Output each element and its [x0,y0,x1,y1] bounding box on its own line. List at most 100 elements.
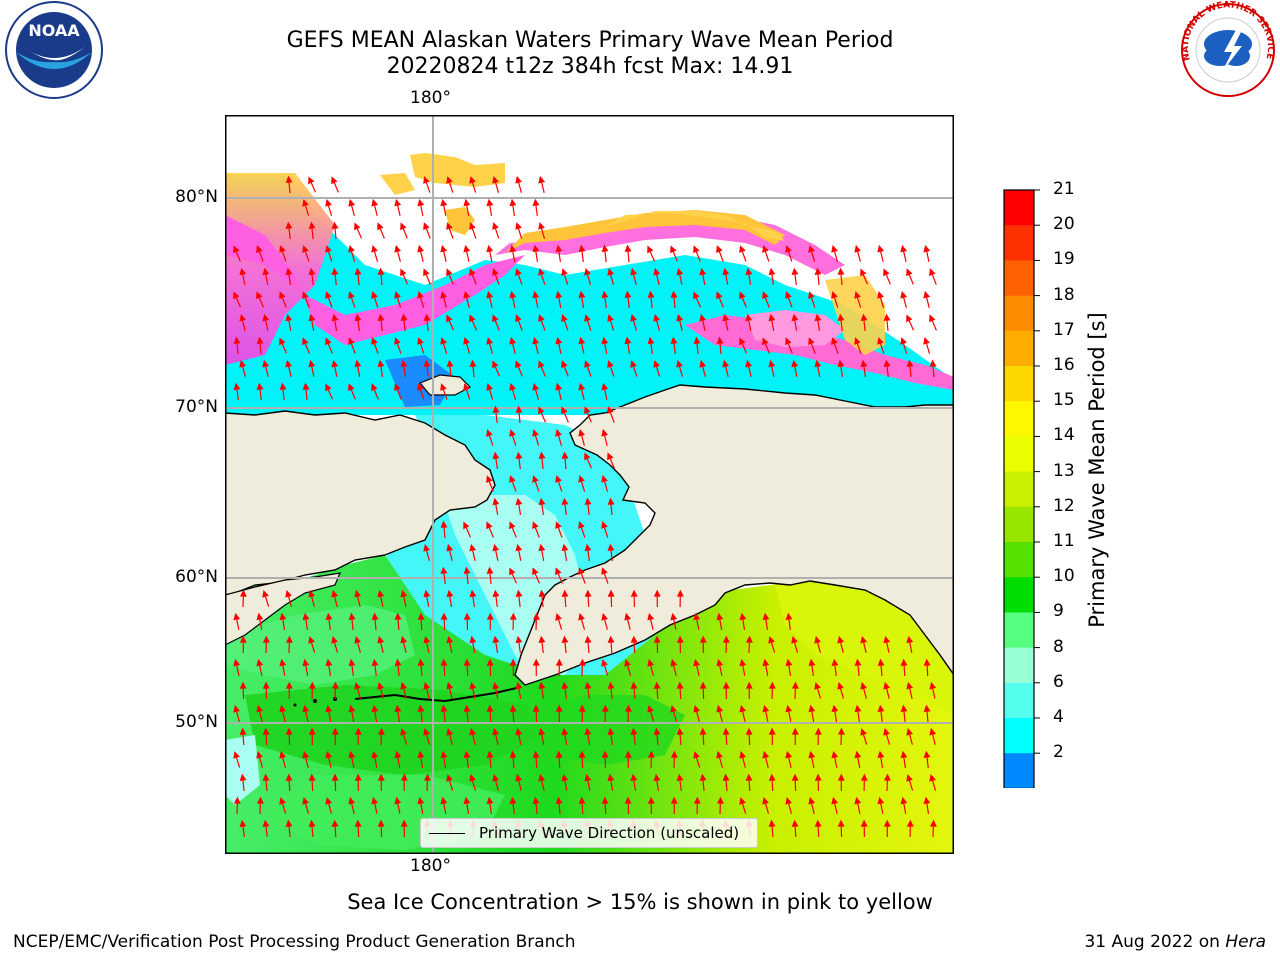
wave-arrow-head [463,704,471,712]
wave-arrow-head [348,245,355,253]
wave-arrow-head [417,612,425,620]
wave-arrow-head [325,199,332,207]
wave-arrow-head [676,360,683,368]
wave-arrow-head [377,773,385,781]
wave-arrow-head [630,681,638,689]
colorbar-tick-label: 10 [1053,566,1075,587]
wave-arrow-head [561,635,569,644]
wave-arrow-head [538,451,546,460]
wave-arrow-head [601,567,608,575]
wave-arrow-head [624,244,632,252]
wave-arrow-head [923,750,931,759]
sea-ice-region [685,315,954,390]
wave-arrow-head [417,291,424,299]
wave-arrow-head [463,566,471,575]
wave-arrow-head [515,635,523,644]
sea-ice-region [225,215,525,345]
wave-arrow-head [371,796,379,805]
wave-arrow-head [860,681,867,690]
wave-arrow-head [486,612,494,620]
wave-arrow-head [831,291,838,299]
wave-arrow-head [768,681,776,689]
wave-arrow-head [446,727,453,736]
wave-arrow-head [377,222,384,231]
wave-arrow-head [653,589,661,597]
colorbar-tick-label: 4 [1053,707,1064,727]
wave-arrow-head [509,475,516,483]
wave-arrow-head [463,198,471,207]
wave-arrow-head [716,751,723,759]
wave-arrow-head [354,589,362,598]
wave-arrow-head [377,819,385,827]
wave-arrow-head [883,681,891,690]
wave-arrow-head [791,773,799,781]
wave-arrow-head [446,359,454,368]
wave-arrow-head [716,796,724,804]
wave-arrow-head [607,452,614,461]
wave-arrow-head [860,728,867,736]
wave-arrow-head [624,704,632,712]
wave-arrow-head [860,359,868,368]
wave-arrow-head [785,245,792,253]
wave-arrow-head [584,406,591,415]
wave-arrow-head [883,728,890,736]
wave-arrow-head [302,797,309,805]
wave-arrow-head [417,244,425,253]
wave-arrow-head [486,475,493,484]
wave-arrow-head [739,337,746,346]
wave-arrow-head [647,336,655,345]
wave-arrow-head [308,636,315,644]
wave-arrow-head [647,612,655,621]
wave-arrow-head [762,612,770,621]
wave-arrow-head [555,290,563,299]
wave-arrow-head [762,750,770,759]
wave-arrow-head [279,797,286,805]
wave-arrow-head [233,291,240,300]
wave-arrow-head [762,337,769,346]
wave-arrow-head [653,635,661,643]
wave-arrow-head [486,244,494,253]
wave-arrow-head [446,268,453,277]
wave-arrow-head [417,704,425,713]
wave-arrow-head [509,612,517,620]
wave-arrow-head [762,658,770,667]
wave-arrow-head [900,658,908,666]
wave-arrow-head [348,337,355,346]
wave-arrow-head [837,819,845,827]
wave-arrow-head [906,635,914,644]
wave-arrow-head [486,383,493,391]
wave-arrow-head [509,750,517,758]
wave-arrow-head [929,681,937,690]
wave-arrow-head [676,727,684,735]
wave-arrow-head [492,589,500,598]
wave-arrow-head [745,681,753,689]
wave-arrow-head [601,521,608,529]
wave-arrow-head [578,613,585,621]
wave-arrow-head [331,221,339,229]
wave-arrow-head [923,796,931,805]
wave-arrow-head [561,314,568,322]
colorbar-segment [1004,330,1034,367]
colorbar-segment [1004,471,1034,508]
wave-arrow-head [469,176,476,184]
wave-arrow-head [555,613,562,621]
colorbar-tick-label: 2 [1053,742,1064,763]
wave-arrow-head [239,359,246,368]
wave-arrow-head [423,635,431,644]
wave-arrow-head [308,359,316,368]
wave-arrow-head [325,337,332,346]
wave-arrow-head [676,681,684,689]
wave-arrow-head [348,704,356,713]
wave-arrow-head [262,819,270,828]
wave-arrow-head [532,475,539,483]
wave-arrow-head [739,750,746,759]
wave-arrow-head [509,658,517,666]
wave-arrow-head [877,337,884,345]
wave-arrow-head [584,773,592,782]
wave-arrow-head [653,313,660,322]
wave-arrow-head [377,359,385,368]
wave-arrow-head [377,727,385,735]
wave-arrow-head [630,773,638,782]
wave-arrow-head [860,819,868,827]
wave-arrow-head [676,267,684,276]
